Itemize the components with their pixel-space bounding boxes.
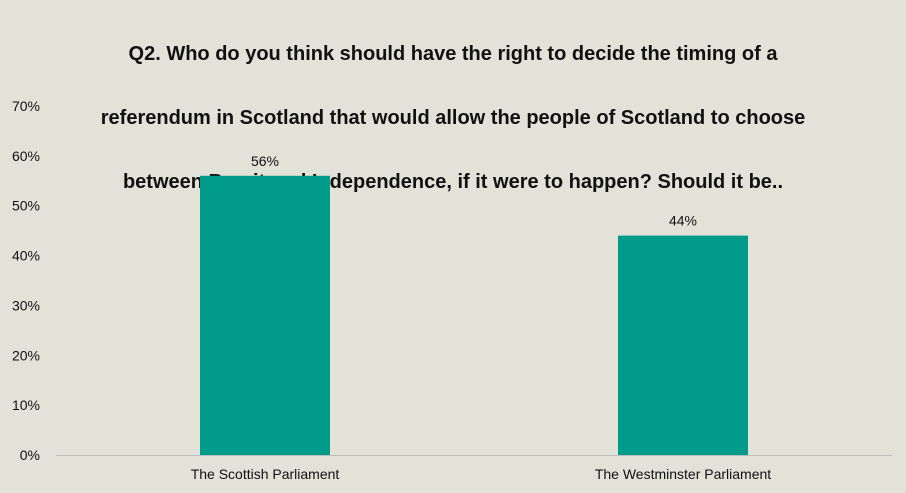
bar [200, 175, 330, 456]
y-tick-label: 20% [12, 347, 40, 363]
data-label: 44% [669, 213, 697, 229]
bar [618, 235, 748, 455]
y-tick-label: 40% [12, 248, 40, 264]
x-category-label: The Scottish Parliament [191, 466, 340, 482]
y-tick-label: 0% [20, 447, 40, 463]
x-category-label: The Westminster Parliament [595, 466, 771, 482]
x-axis: The Scottish Parliament The Westminster P… [56, 455, 892, 482]
y-tick-label: 10% [12, 397, 40, 413]
bars: 56% 44% [200, 153, 748, 456]
data-label: 56% [251, 153, 279, 169]
y-axis: 0% 10% 20% 30% 40% 50% 60% 70% [12, 98, 40, 463]
chart-title-line-2: referendum in Scotland that would allow … [100, 107, 806, 129]
y-tick-label: 70% [12, 98, 40, 114]
y-tick-label: 30% [12, 297, 40, 313]
y-tick-label: 50% [12, 198, 40, 214]
y-tick-label: 60% [12, 148, 40, 164]
chart-title-line-1: Q2. Who do you think should have the rig… [128, 43, 778, 65]
